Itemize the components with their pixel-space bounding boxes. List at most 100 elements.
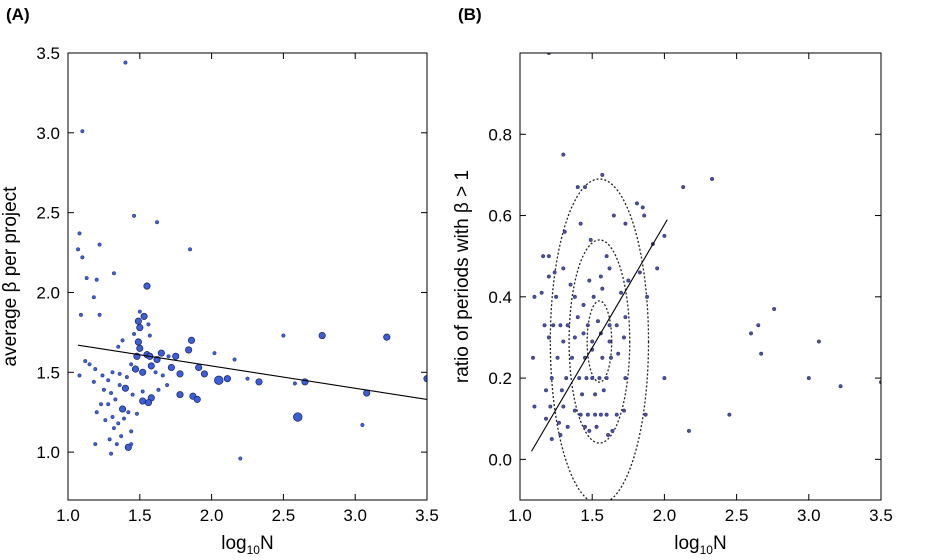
data-point (614, 412, 619, 417)
data-point (93, 442, 98, 447)
data-point (619, 290, 624, 295)
data-point (580, 392, 585, 397)
data-point (548, 404, 553, 409)
fit-line-b (531, 219, 668, 452)
data-point (94, 277, 99, 282)
data-point (565, 424, 570, 429)
data-point (111, 426, 116, 431)
data-point (119, 405, 127, 413)
data-point (626, 278, 631, 283)
x-tick-label-b-3: 2.5 (725, 506, 749, 525)
data-point (383, 333, 391, 341)
data-point (621, 408, 626, 413)
data-point (281, 333, 286, 338)
data-point (587, 428, 592, 433)
data-point (136, 344, 144, 352)
data-point (116, 344, 121, 349)
x-tick-label-b-2: 2.0 (653, 506, 677, 525)
data-point (530, 355, 535, 360)
x-tick-label-b-1: 1.5 (580, 506, 604, 525)
data-point (572, 408, 577, 413)
data-point (157, 349, 165, 357)
data-point (590, 339, 595, 344)
contour-ellipse-2 (549, 178, 650, 500)
y-tick-label-a-2: 2.0 (36, 283, 60, 302)
data-point (838, 384, 843, 389)
data-point (607, 266, 612, 271)
data-point (87, 362, 92, 367)
data-point (588, 237, 593, 242)
contour-ellipse-1 (568, 239, 631, 444)
data-point (623, 221, 628, 226)
data-point (543, 416, 548, 421)
data-point (590, 376, 595, 381)
data-point (83, 359, 88, 364)
data-point (134, 411, 139, 416)
data-point (137, 309, 142, 314)
data-point (106, 402, 111, 407)
panel-b: (B) 1.0 1.5 2.0 2.5 3.0 3.5 0.0 0.2 0.4 0.6 0.8 log1… (452, 5, 893, 557)
data-point (681, 185, 686, 190)
y-tick-label-b-3: 0.6 (488, 207, 512, 226)
data-point (637, 270, 642, 275)
data-point (76, 247, 81, 252)
data-point (655, 266, 660, 271)
data-point (144, 399, 152, 407)
data-point (123, 60, 128, 65)
data-point (593, 392, 598, 397)
data-point (103, 418, 108, 423)
data-point (598, 412, 603, 417)
data-point (167, 363, 175, 372)
data-point (140, 389, 145, 394)
data-point (549, 437, 554, 442)
data-point (601, 388, 606, 393)
data-point (130, 392, 135, 397)
data-point (110, 370, 115, 375)
data-point (132, 213, 137, 218)
data-point (195, 363, 203, 372)
data-point (546, 254, 551, 259)
data-point (623, 376, 628, 381)
data-point (569, 355, 574, 360)
y-tick-label-b-2: 0.4 (488, 288, 512, 307)
data-point (604, 376, 609, 381)
data-point (606, 432, 611, 437)
data-point (593, 412, 598, 417)
data-point (147, 333, 152, 338)
data-point (97, 312, 102, 317)
data-point (292, 381, 297, 386)
data-point (155, 220, 160, 225)
y-tick-label-a-3: 2.5 (36, 204, 60, 223)
data-point (607, 339, 612, 344)
data-point (710, 176, 715, 181)
data-point (238, 456, 243, 461)
data-point (121, 384, 129, 392)
data-point (97, 242, 102, 247)
data-point (245, 376, 250, 381)
data-point (600, 355, 605, 360)
data-point (153, 370, 158, 375)
y-axis-label-b: ratio of periods with β > 1 (452, 170, 473, 383)
y-tick-label-a-4: 3.0 (36, 124, 60, 143)
x-axis-label-a: log10N (221, 533, 273, 557)
data-point (122, 416, 127, 421)
data-point (623, 315, 628, 320)
fit-line-a (77, 344, 427, 400)
data-point (232, 357, 237, 362)
data-point (645, 294, 650, 299)
data-point (598, 274, 603, 279)
data-point (139, 397, 147, 405)
data-point (91, 295, 96, 300)
data-point (600, 172, 605, 177)
data-point (101, 387, 106, 392)
y-tick-label-a-5: 3.5 (36, 44, 60, 63)
data-point (643, 412, 648, 417)
data-point (80, 255, 85, 260)
data-point (139, 368, 147, 376)
x-tick-label-a-5: 3.5 (415, 506, 439, 525)
x-tick-label-b-4: 3.0 (797, 506, 821, 525)
data-point (318, 332, 326, 340)
data-point (109, 391, 114, 396)
data-point (575, 185, 580, 190)
x-tick-label-a-3: 2.5 (272, 506, 296, 525)
